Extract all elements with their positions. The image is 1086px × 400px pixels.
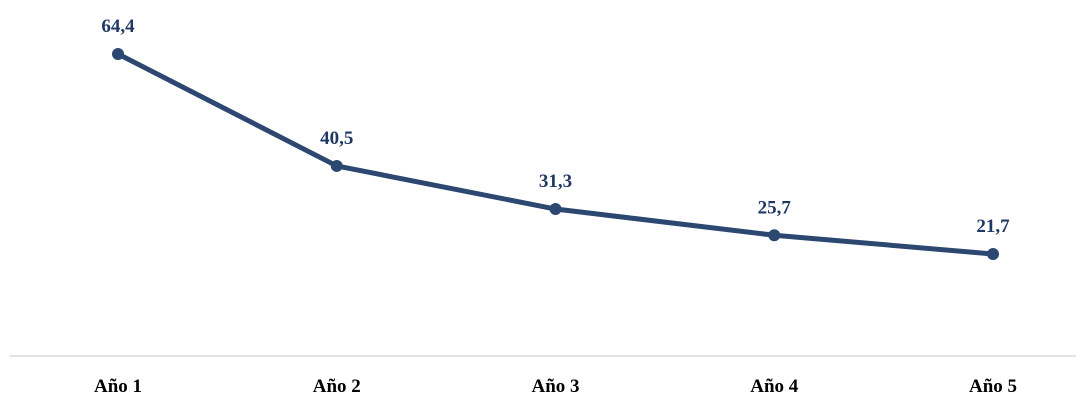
axis-layer: Año 1 Año 2 Año 3 Año 4 Año 5 [10,355,1076,397]
x-tick-label: Año 5 [969,376,1017,395]
label-layer: 64,4 40,5 31,3 25,7 21,7 [101,16,1010,237]
data-point [330,159,343,172]
x-tick-label: Año 1 [94,376,142,395]
x-tick-label: Año 2 [313,376,361,395]
data-point [768,229,781,242]
data-label: 21,7 [976,216,1010,237]
data-label: 25,7 [758,197,792,218]
series-layer [112,48,999,260]
data-label: 40,5 [320,128,353,149]
data-point [549,203,562,216]
data-point [112,48,124,60]
series-line [115,51,996,257]
x-tick-label: Año 4 [750,376,799,395]
x-tick-label: Año 3 [531,376,579,395]
data-label: 31,3 [539,171,572,192]
data-point [987,248,999,260]
data-label: 64,4 [101,16,135,37]
